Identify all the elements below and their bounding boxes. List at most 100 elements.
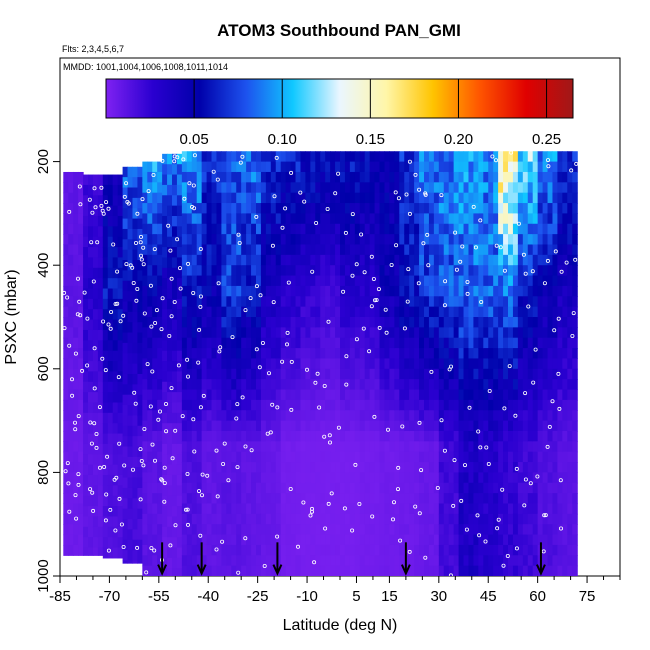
heatmap-cell [285,493,292,505]
heatmap-cell [369,472,376,484]
heatmap-cell [493,285,499,297]
heatmap-cell [191,451,198,463]
heatmap-cell [226,555,232,567]
heatmap-cell [236,565,242,576]
heatmap-cell [310,472,316,484]
heatmap-cell [552,285,559,297]
heatmap-cell [256,306,262,318]
heatmap-cell [112,506,119,518]
heatmap-cell [335,565,341,576]
heatmap-cell [443,317,450,328]
heatmap-cell [211,265,218,277]
heatmap-cell [127,519,134,530]
heatmap-cell [63,234,69,246]
heatmap-cell [473,524,479,536]
heatmap-cell [359,399,366,411]
heatmap-cell [63,389,69,401]
heatmap-cell [567,441,573,453]
heatmap-cell [478,503,484,515]
heatmap-cell [453,534,460,546]
heatmap-cell [83,443,89,455]
heatmap-cell [152,462,158,473]
heatmap-cell [354,296,361,308]
heatmap-cell [295,565,302,576]
heatmap-cell [265,192,272,204]
sample-point [199,493,204,498]
heatmap-cell [310,462,316,473]
heatmap-cell [147,482,153,494]
heatmap-cell [181,524,188,536]
heatmap-cell [300,399,307,411]
heatmap-cell [176,443,183,455]
sample-point [67,209,72,214]
heatmap-cell [340,493,346,505]
heatmap-cell [167,205,173,217]
sample-point [542,281,547,286]
heatmap-cell [147,524,153,536]
sample-point [286,280,291,285]
heatmap-cell [132,363,139,375]
heatmap-cell [127,166,134,178]
heatmap-cell [503,565,509,576]
heatmap-cell [176,226,183,238]
heatmap-cell [117,195,124,207]
heatmap-cell [498,358,504,370]
heatmap-cell [443,472,450,484]
heatmap-cell [107,526,114,538]
heatmap-cell [428,192,435,204]
heatmap-cell [241,203,247,214]
heatmap-cell [186,451,193,463]
heatmap-cell [315,285,321,297]
heatmap-cell [315,192,321,204]
heatmap-cell [251,254,257,266]
heatmap-cell [532,317,539,328]
heatmap-cell [344,441,351,453]
heatmap-cell [241,482,247,494]
heatmap-cell [122,166,129,178]
heatmap-cell [458,223,465,235]
heatmap-cell [488,234,494,246]
heatmap-cell [246,192,252,204]
sample-point [243,444,248,449]
heatmap-cell [92,516,99,528]
heatmap-cell [448,265,455,277]
heatmap-cell [453,265,460,277]
heatmap-cell [552,296,559,308]
heatmap-cell [488,555,494,567]
heatmap-cell [458,306,465,318]
sample-point [92,346,97,351]
heatmap-cell [394,472,400,484]
heatmap-cell [290,534,297,546]
heatmap-cell [537,503,544,515]
heatmap-cell [246,171,252,183]
heatmap-cell [211,555,218,567]
heatmap-cell [433,161,440,173]
heatmap-cell [335,513,341,525]
heatmap-cell [280,493,287,505]
heatmap-cell [483,151,489,163]
heatmap-cell [78,348,84,360]
heatmap-cell [226,513,232,525]
heatmap-cell [458,399,465,411]
heatmap-cell [498,524,504,536]
heatmap-cell [211,327,218,339]
heatmap-cell [117,412,124,424]
heatmap-cell [290,213,297,225]
heatmap-cell [157,254,163,266]
heatmap-cell [552,192,559,204]
heatmap-cell [335,482,341,494]
heatmap-cell [241,534,247,546]
heatmap-cell [542,534,549,546]
heatmap-cell [552,327,559,339]
sample-point [398,538,403,543]
heatmap-cell [63,337,69,349]
sample-point [547,424,552,429]
heatmap-cell [438,254,445,266]
heatmap-cell [196,317,203,328]
heatmap-cell [162,381,168,393]
heatmap-cell [201,544,208,556]
heatmap-cell [162,236,168,248]
heatmap-cell [438,482,445,494]
heatmap-cell [315,399,321,411]
heatmap-cell [335,192,341,204]
